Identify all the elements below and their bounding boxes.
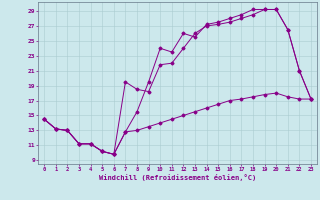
X-axis label: Windchill (Refroidissement éolien,°C): Windchill (Refroidissement éolien,°C) <box>99 174 256 181</box>
